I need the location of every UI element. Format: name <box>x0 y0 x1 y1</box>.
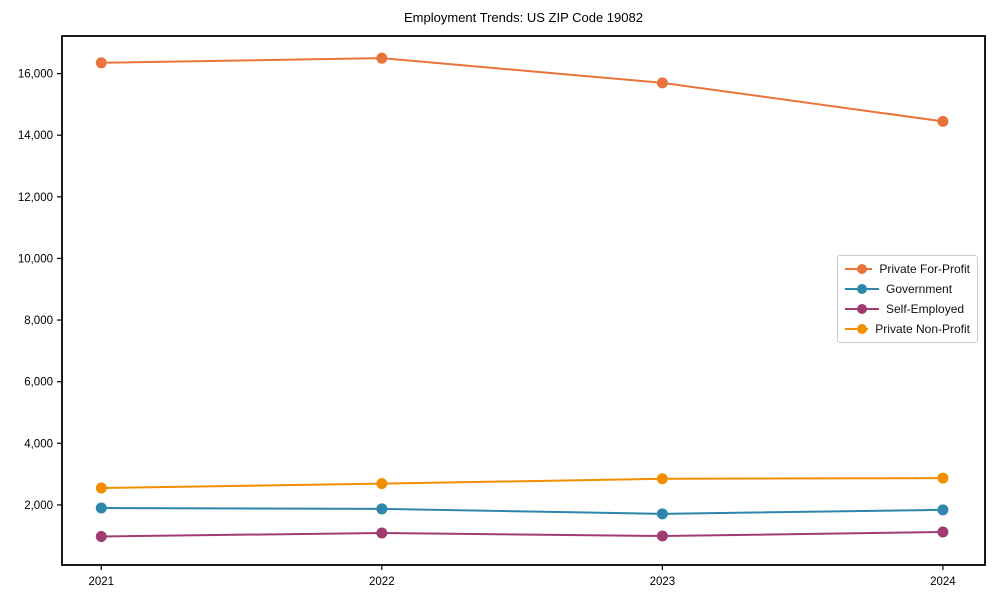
plot-border <box>61 35 986 566</box>
legend-label: Private Non-Profit <box>875 322 970 336</box>
legend-marker-icon <box>845 284 879 294</box>
y-axis-tick-label: 2,000 <box>24 500 53 512</box>
legend-label: Self-Employed <box>886 302 965 316</box>
series-marker-self-employed <box>95 531 107 543</box>
series-marker-private-for-profit <box>95 57 107 69</box>
series-line-private-non-profit <box>101 477 943 489</box>
series-marker-private-for-profit <box>937 115 949 127</box>
y-axis-tick-label: 12,000 <box>18 192 53 204</box>
legend: Private For-Profit Government Self-Employe… <box>837 255 978 343</box>
series-marker-government <box>656 508 668 520</box>
y-axis-tick-label: 6,000 <box>24 377 53 389</box>
x-axis-tick-label: 2022 <box>369 576 395 588</box>
y-axis-tick-label: 8,000 <box>24 315 53 327</box>
x-axis-tick-label: 2023 <box>650 576 676 588</box>
series-line-government <box>101 507 943 515</box>
legend-label: Government <box>886 282 953 296</box>
legend-entry-self-employed: Self-Employed <box>845 302 970 316</box>
y-axis-tick-label: 10,000 <box>18 253 53 265</box>
x-axis-tick-label: 2021 <box>88 576 114 588</box>
legend-entry-government: Government <box>845 282 970 296</box>
legend-marker-icon <box>845 304 879 314</box>
series-marker-private-for-profit <box>656 77 668 89</box>
legend-entry-private-for-profit: Private For-Profit <box>845 262 970 276</box>
series-marker-private-non-profit <box>95 482 107 494</box>
series-marker-private-non-profit <box>937 472 949 484</box>
series-marker-government <box>376 503 388 515</box>
series-marker-self-employed <box>656 530 668 542</box>
series-marker-self-employed <box>376 527 388 539</box>
legend-entry-private-non-profit: Private Non-Profit <box>845 322 970 336</box>
legend-marker-icon <box>845 324 869 334</box>
series-marker-private-non-profit <box>656 473 668 485</box>
series-line-private-for-profit <box>101 57 944 123</box>
series-marker-self-employed <box>937 526 949 538</box>
y-axis-tick-label: 16,000 <box>18 69 53 81</box>
series-marker-government <box>937 504 949 516</box>
legend-label: Private For-Profit <box>879 262 970 276</box>
series-marker-private-for-profit <box>376 52 388 64</box>
series-line-self-employed <box>101 531 943 538</box>
y-axis-tick-label: 14,000 <box>18 130 53 142</box>
x-axis-tick-label: 2024 <box>930 576 956 588</box>
series-marker-private-non-profit <box>376 478 388 490</box>
y-axis-tick-label: 4,000 <box>24 438 53 450</box>
series-marker-government <box>95 502 107 514</box>
chart-title: Employment Trends: US ZIP Code 19082 <box>404 10 643 25</box>
legend-marker-icon <box>845 264 873 274</box>
